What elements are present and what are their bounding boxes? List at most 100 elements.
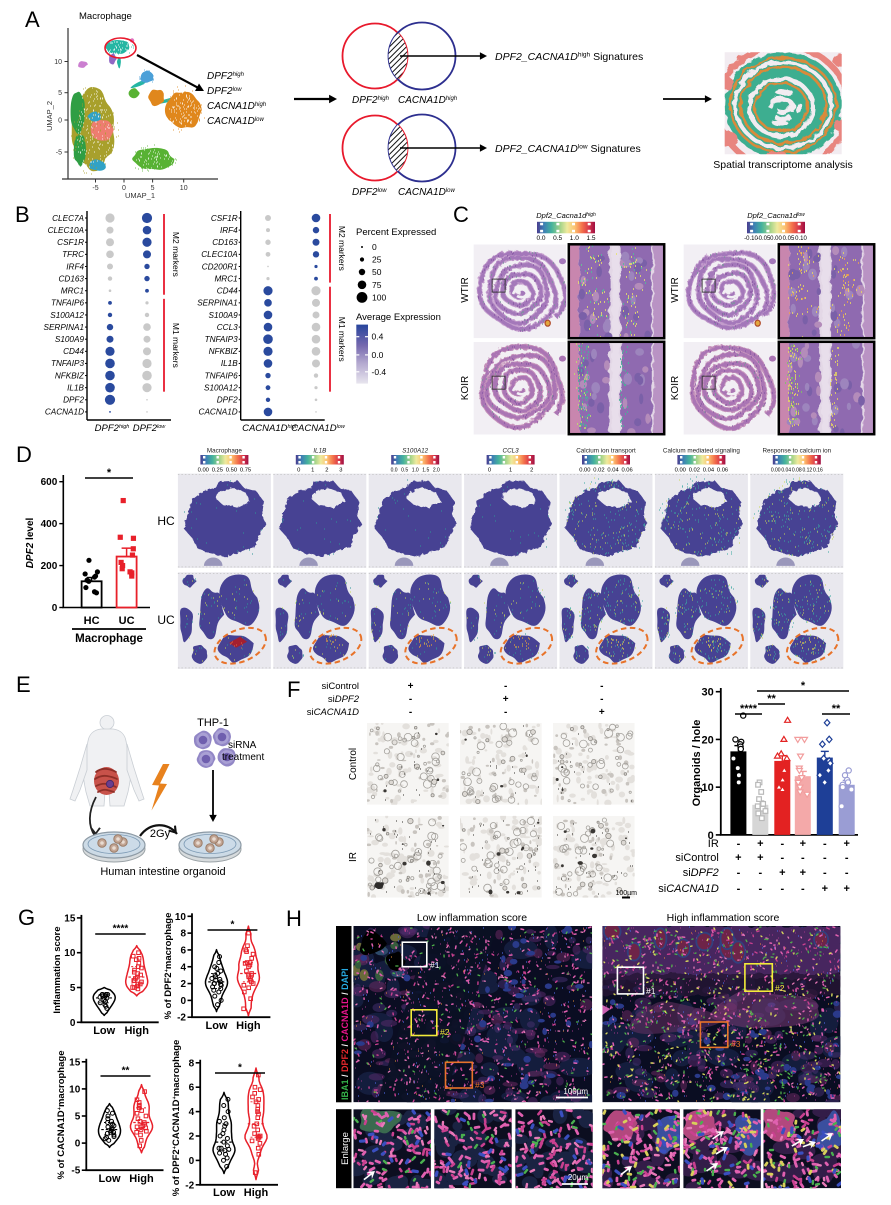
svg-text:CD44: CD44 [63,347,84,356]
svg-text:1.0: 1.0 [570,235,579,242]
svg-text:Organoids / hole: Organoids / hole [691,720,703,807]
svg-text:Low: Low [99,1173,121,1185]
svg-text:MRC1: MRC1 [61,287,84,296]
svg-text:+: + [843,838,849,850]
svg-text:*: * [230,920,234,931]
svg-text:0.00: 0.00 [770,236,782,242]
svg-text:DPF2low: DPF2low [352,187,387,198]
svg-text:8: 8 [180,929,186,940]
svg-text:0.0: 0.0 [391,468,398,474]
svg-text:4: 4 [189,1107,195,1118]
svg-text:0: 0 [372,242,377,252]
svg-text:CLEC10A: CLEC10A [48,226,85,235]
svg-text:Calcium mediated signaling: Calcium mediated signaling [663,448,740,455]
svg-text:Control: Control [348,748,359,780]
svg-text:0: 0 [70,1018,76,1029]
svg-text:20: 20 [702,734,714,746]
svg-text:CLEC10A: CLEC10A [201,250,238,259]
svg-text:****: **** [113,924,129,935]
svg-text:15: 15 [64,913,76,924]
svg-text:TNFAIP6: TNFAIP6 [51,299,85,308]
svg-text:**: ** [767,693,776,705]
svg-text:0.12: 0.12 [802,468,812,474]
svg-text:CACNA1Dlow: CACNA1Dlow [398,187,455,198]
svg-text:HC: HC [84,615,100,627]
svg-text:0.4: 0.4 [372,332,384,342]
svg-text:0.0: 0.0 [372,350,384,360]
svg-text:treatment: treatment [222,752,264,763]
svg-text:DPF2high: DPF2high [95,423,130,434]
svg-text:10: 10 [175,912,187,923]
svg-text:DPF2 level: DPF2 level [25,517,36,568]
svg-text:2Gy: 2Gy [150,828,171,840]
svg-text:CACNA1Dlow: CACNA1Dlow [291,423,346,434]
svg-text:-: - [758,867,762,879]
svg-text:TNFAIP6: TNFAIP6 [205,371,239,380]
svg-text:0.0: 0.0 [536,235,545,242]
svg-text:**: ** [832,703,841,715]
svg-text:0.5: 0.5 [401,468,408,474]
svg-text:H: H [286,906,302,931]
svg-text:High: High [236,1020,261,1032]
svg-text:SERPINA1: SERPINA1 [197,299,238,308]
svg-text:High: High [124,1025,149,1037]
svg-text:-: - [780,852,784,864]
svg-text:20µm: 20µm [568,1173,589,1182]
svg-text:IL1B: IL1B [221,359,238,368]
svg-text:DPF2low: DPF2low [207,86,242,97]
svg-text:CD163: CD163 [212,238,238,247]
svg-text:0.05: 0.05 [783,236,795,242]
svg-text:0.5: 0.5 [553,235,562,242]
svg-text:CD200R1: CD200R1 [202,262,238,271]
svg-text:IRF4: IRF4 [66,262,84,271]
svg-text:Enlarge: Enlarge [340,1132,351,1165]
svg-text:#2: #2 [440,1027,450,1037]
svg-text:3: 3 [339,468,342,474]
svg-text:DPF2high: DPF2high [352,95,390,106]
svg-text:-5: -5 [56,150,62,157]
svg-text:B: B [15,202,30,227]
svg-text:#3: #3 [475,1080,485,1090]
svg-text:-: - [780,883,784,895]
svg-text:siControl: siControl [675,852,718,864]
svg-text:5: 5 [151,185,155,192]
svg-text:-: - [845,867,849,879]
svg-text:100µm: 100µm [563,1087,588,1096]
svg-text:KOIR: KOIR [670,376,681,400]
svg-text:S100A9: S100A9 [209,311,239,320]
svg-text:0: 0 [122,185,126,192]
svg-text:0: 0 [488,468,491,474]
svg-text:G: G [18,905,35,930]
svg-text:+: + [800,867,806,879]
svg-text:0.00: 0.00 [579,468,590,474]
svg-text:-: - [780,838,784,850]
svg-text:% of DPF2+​macrophage: % of DPF2+​macrophage [163,913,174,1020]
svg-text:+: + [800,838,806,850]
svg-text:CD163: CD163 [59,274,85,283]
svg-text:75: 75 [372,280,382,290]
svg-text:-: - [409,694,412,705]
svg-text:UMAP_2: UMAP_2 [45,101,54,131]
svg-text:0.04: 0.04 [781,468,791,474]
svg-text:Percent Expressed: Percent Expressed [356,227,436,238]
svg-text:0: 0 [75,1139,81,1150]
svg-text:Macrophage: Macrophage [75,633,143,645]
svg-text:2: 2 [325,468,328,474]
svg-text:100: 100 [372,292,386,302]
svg-text:#2: #2 [775,983,785,993]
svg-text:CACNA1Dhigh: CACNA1Dhigh [207,101,267,112]
svg-text:siCACNA1D: siCACNA1D [658,883,719,895]
svg-text:2: 2 [189,1132,195,1143]
svg-text:-0.10: -0.10 [744,236,758,242]
svg-text:Low: Low [213,1187,235,1199]
svg-text:DPF2: DPF2 [217,396,238,405]
svg-text:WTIR: WTIR [460,277,471,303]
svg-text:2: 2 [530,468,533,474]
svg-text:M1 markers: M1 markers [337,317,347,362]
svg-text:0: 0 [189,1156,195,1167]
svg-text:Inflammation score: Inflammation score [52,926,63,1013]
svg-text:100µm: 100µm [615,890,637,897]
svg-text:-: - [823,852,827,864]
svg-text:0.10: 0.10 [795,236,807,242]
svg-text:0.25: 0.25 [212,468,223,474]
